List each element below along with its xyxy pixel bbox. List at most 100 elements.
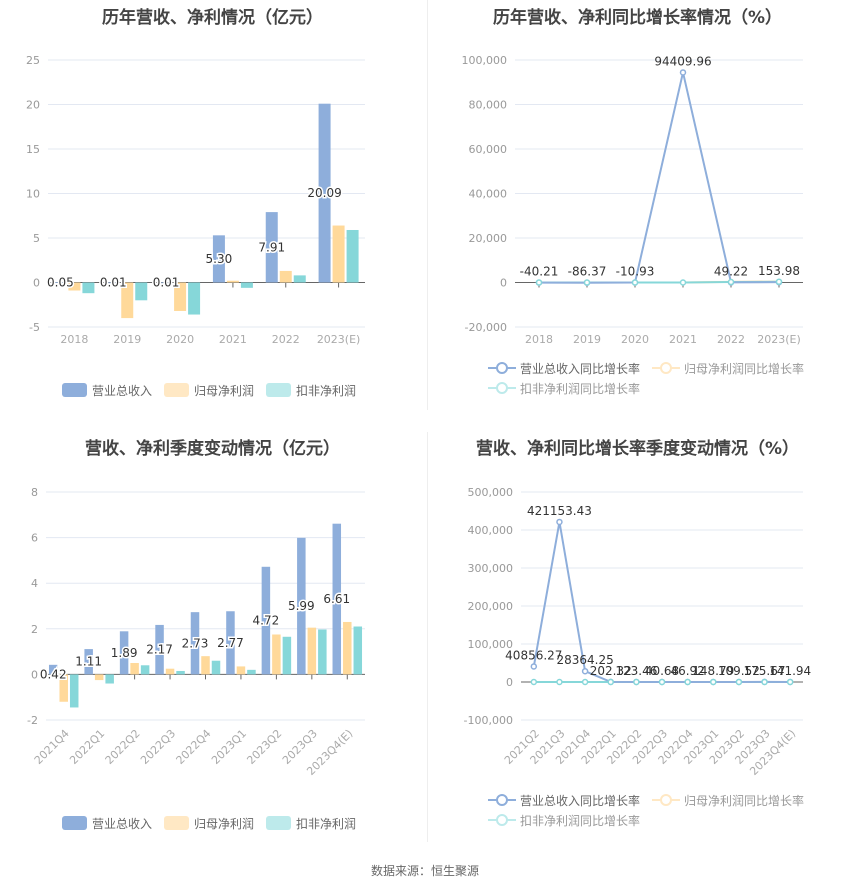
bar-deducted-profit[interactable] [211, 660, 221, 675]
bar-net-profit[interactable] [279, 270, 292, 283]
legend-swatch-deducted-profit [266, 816, 292, 830]
y-tick-label: 0 [31, 668, 38, 681]
data-point[interactable] [679, 69, 687, 76]
chart-panel-annual-amount: 历年营收、净利情况（亿元） 25 20 15 10 5 0 -5 2018 2019 2020 20… [0, 0, 425, 410]
bar-net-profit[interactable] [68, 282, 81, 291]
bar-deducted-profit[interactable] [346, 229, 359, 283]
legend-label: 营业总收入同比增长率 [520, 361, 641, 376]
legend-item-revenue-growth[interactable]: 营业总收入同比增长率 [488, 358, 640, 378]
bar-deducted-profit[interactable] [240, 282, 253, 288]
bar-revenue[interactable] [332, 523, 342, 675]
point-value-label: 40.68 [645, 664, 679, 678]
bar-revenue[interactable] [119, 631, 129, 675]
bar-deducted-profit[interactable] [82, 282, 95, 294]
data-point[interactable] [556, 518, 563, 526]
bar-deducted-profit[interactable] [140, 665, 150, 675]
data-point[interactable] [583, 279, 591, 286]
bar-revenue[interactable] [107, 282, 120, 284]
bar-chart-quarterly-amount[interactable]: 86420-22021Q42022Q12022Q22022Q32022Q4202… [0, 420, 425, 800]
bar-deducted-profit[interactable] [353, 626, 363, 675]
bar-net-profit[interactable] [332, 225, 345, 283]
bar-value-label: 6.61 [323, 592, 350, 606]
line-chart-quarterly-growth[interactable]: 500,000 400,000 300,000 200,000 100,000 0 -100… [425, 420, 850, 790]
bar-net-profit[interactable] [343, 621, 352, 675]
bar-net-profit[interactable] [121, 282, 134, 319]
legend-item-deducted-profit[interactable]: 扣非净利润 [266, 380, 356, 400]
bar-net-profit[interactable] [174, 282, 187, 311]
bar-value-label: 0.01 [100, 276, 127, 290]
bar-revenue[interactable] [160, 282, 173, 284]
bar-net-profit[interactable] [226, 280, 239, 283]
line-revenue-growth[interactable] [538, 72, 780, 284]
bar-chart-annual-amount[interactable]: 25 20 15 10 5 0 -5 2018 2019 2020 2021 2022 2023(E) 0… [0, 0, 425, 360]
legend-item-net-profit-growth[interactable]: 归母净利润同比增长率 [652, 790, 804, 810]
bar-value-label: 5.99 [288, 599, 315, 613]
bar-revenue[interactable] [54, 282, 67, 283]
bar-net-profit[interactable] [165, 668, 175, 675]
bar-deducted-profit[interactable] [318, 629, 327, 675]
data-point[interactable] [684, 678, 691, 686]
bar-deducted-profit[interactable] [282, 636, 292, 675]
legend-item-deducted-profit[interactable]: 扣非净利润 [266, 813, 356, 833]
legend-item-net-profit[interactable]: 归母净利润 [164, 813, 254, 833]
bar-deducted-profit[interactable] [176, 670, 185, 675]
data-point[interactable] [530, 663, 538, 670]
bar-revenue[interactable] [190, 612, 200, 675]
y-tick-label: 100,000 [462, 54, 508, 67]
bar-deducted-profit[interactable] [293, 275, 306, 283]
point-value-label: 148.79 [692, 664, 734, 678]
bar-net-profit[interactable] [59, 674, 68, 702]
bar-revenue[interactable] [48, 664, 58, 675]
legend-label: 归母净利润同比增长率 [684, 793, 805, 808]
bar-net-profit[interactable] [201, 656, 210, 675]
data-point[interactable] [658, 678, 666, 686]
bar-deducted-profit[interactable] [247, 669, 256, 675]
y-tick-label: 10 [26, 188, 40, 201]
bar-revenue[interactable] [226, 611, 235, 675]
bar-revenue[interactable] [318, 103, 331, 283]
legend-item-deducted-profit-growth[interactable]: 扣非净利润同比增长率 [488, 810, 640, 830]
bar-revenue[interactable] [84, 649, 93, 675]
y-tick-label: -5 [29, 321, 40, 334]
data-point[interactable] [633, 678, 640, 686]
data-point[interactable] [631, 279, 639, 286]
legend-item-revenue-growth[interactable]: 营业总收入同比增长率 [488, 790, 640, 810]
bar-revenue[interactable] [297, 537, 306, 675]
bar-revenue[interactable] [261, 566, 271, 675]
bar-revenue[interactable] [212, 235, 225, 283]
data-point[interactable] [727, 278, 735, 286]
data-point[interactable] [556, 678, 563, 686]
bar-value-label: 7.91 [258, 240, 285, 254]
data-point[interactable] [775, 278, 783, 285]
legend-item-net-profit[interactable]: 归母净利润 [164, 380, 254, 400]
bar-net-profit[interactable] [130, 663, 139, 675]
legend-item-revenue[interactable]: 营业总收入 [62, 380, 152, 400]
bar-net-profit[interactable] [236, 666, 246, 675]
data-point[interactable] [710, 678, 717, 686]
bar-net-profit[interactable] [94, 674, 104, 681]
bar-deducted-profit[interactable] [188, 282, 201, 315]
legend-item-net-profit-growth[interactable]: 归母净利润同比增长率 [652, 358, 804, 378]
bar-net-profit[interactable] [307, 627, 317, 675]
data-point[interactable] [530, 678, 538, 686]
legend-item-revenue[interactable]: 营业总收入 [62, 813, 152, 833]
bar-revenue[interactable] [265, 212, 278, 283]
data-point[interactable] [679, 279, 687, 286]
legend-item-deducted-profit-growth[interactable]: 扣非净利润同比增长率 [488, 378, 640, 398]
bar-deducted-profit[interactable] [135, 282, 148, 301]
x-tick-label: 2020 [621, 333, 649, 346]
data-point[interactable] [735, 678, 743, 686]
bar-deducted-profit[interactable] [105, 674, 114, 684]
data-point[interactable] [761, 678, 768, 686]
legend-label: 归母净利润 [194, 383, 255, 398]
bar-net-profit[interactable] [272, 634, 281, 675]
data-point[interactable] [535, 279, 543, 286]
data-point[interactable] [581, 678, 589, 686]
data-point[interactable] [607, 678, 614, 686]
bar-deducted-profit[interactable] [69, 674, 79, 708]
data-point[interactable] [786, 678, 794, 686]
bar-revenue[interactable] [155, 624, 164, 675]
data-point[interactable] [581, 667, 589, 675]
line-chart-annual-growth[interactable]: 100,000 80,000 60,000 40,000 20,000 0 -20,000 2… [425, 0, 850, 360]
bar-value-label: 20.09 [307, 186, 341, 200]
